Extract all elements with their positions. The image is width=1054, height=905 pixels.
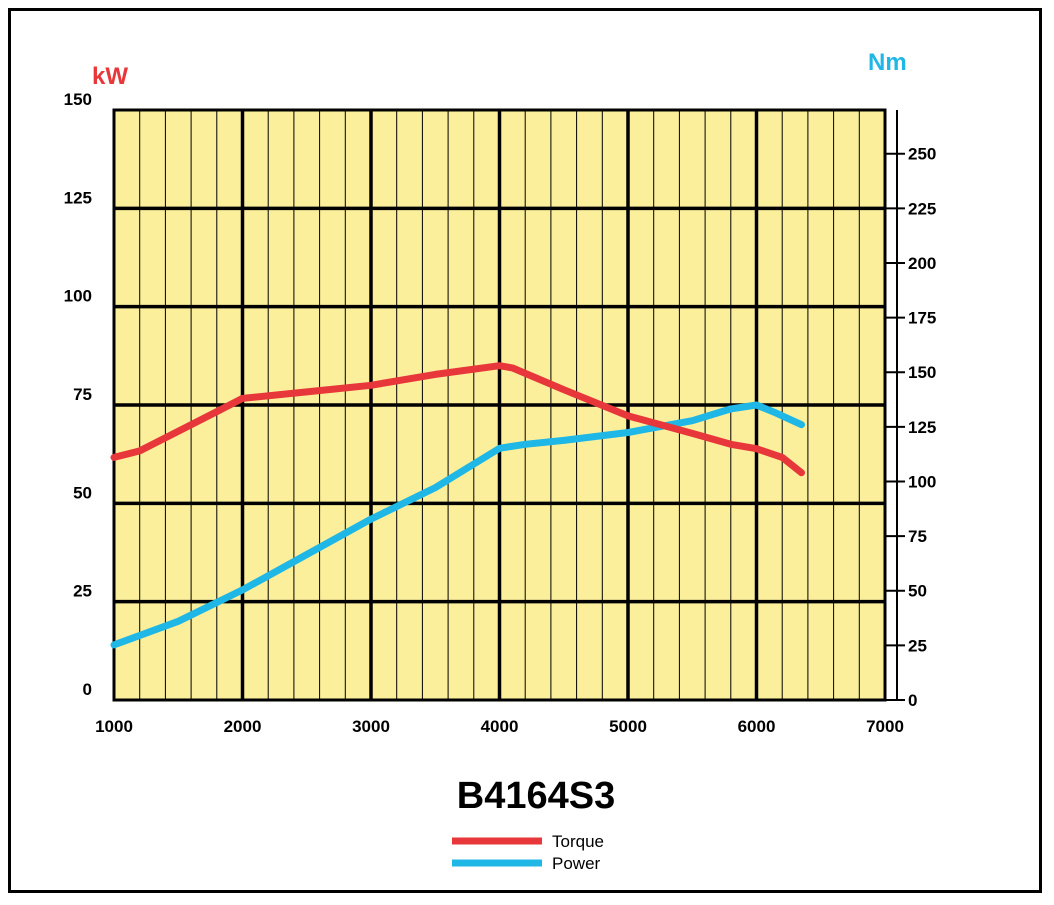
left-tick-label: 0	[83, 680, 92, 699]
right-tick-label: 125	[908, 418, 936, 437]
right-tick-label: 25	[908, 636, 927, 655]
x-axis-ticks: 1000 2000 3000 4000 5000 6000 7000	[95, 717, 904, 736]
left-tick-label: 100	[64, 287, 92, 306]
left-axis-unit: kW	[92, 63, 128, 90]
legend-label-power: Power	[552, 854, 601, 873]
right-tick-label: 0	[908, 691, 917, 710]
legend-label-torque: Torque	[552, 832, 604, 851]
right-tick-label: 150	[908, 363, 936, 382]
x-tick-label: 6000	[738, 717, 776, 736]
left-tick-label: 75	[73, 385, 92, 404]
legend: Torque Power	[452, 832, 604, 873]
right-tick-label: 225	[908, 199, 936, 218]
x-tick-label: 3000	[352, 717, 390, 736]
left-axis-ticks: 0 25 50 75 100 125 150	[64, 90, 92, 699]
right-tick-label: 75	[908, 527, 927, 546]
left-tick-label: 25	[73, 582, 92, 601]
chart-title: B4164S3	[457, 775, 615, 817]
right-tick-label: 175	[908, 309, 936, 328]
x-tick-label: 1000	[95, 717, 133, 736]
left-tick-label: 150	[64, 90, 92, 109]
left-tick-label: 50	[73, 483, 92, 502]
series-line-power	[110, 401, 805, 649]
series-line-torque	[110, 362, 805, 477]
x-tick-label: 7000	[866, 717, 904, 736]
left-tick-label: 125	[64, 188, 92, 207]
x-tick-label: 2000	[224, 717, 262, 736]
right-axis-ticks: 0 25 50 75 100 125 150 175 200 225 250	[885, 145, 936, 710]
right-tick-label: 250	[908, 145, 936, 164]
right-axis-unit: Nm	[868, 49, 907, 76]
right-tick-label: 200	[908, 254, 936, 273]
right-tick-label: 100	[908, 472, 936, 491]
plot-border	[112, 108, 887, 702]
x-tick-label: 5000	[609, 717, 647, 736]
right-tick-label: 50	[908, 582, 927, 601]
series-layer	[110, 362, 805, 649]
x-tick-label: 4000	[481, 717, 519, 736]
